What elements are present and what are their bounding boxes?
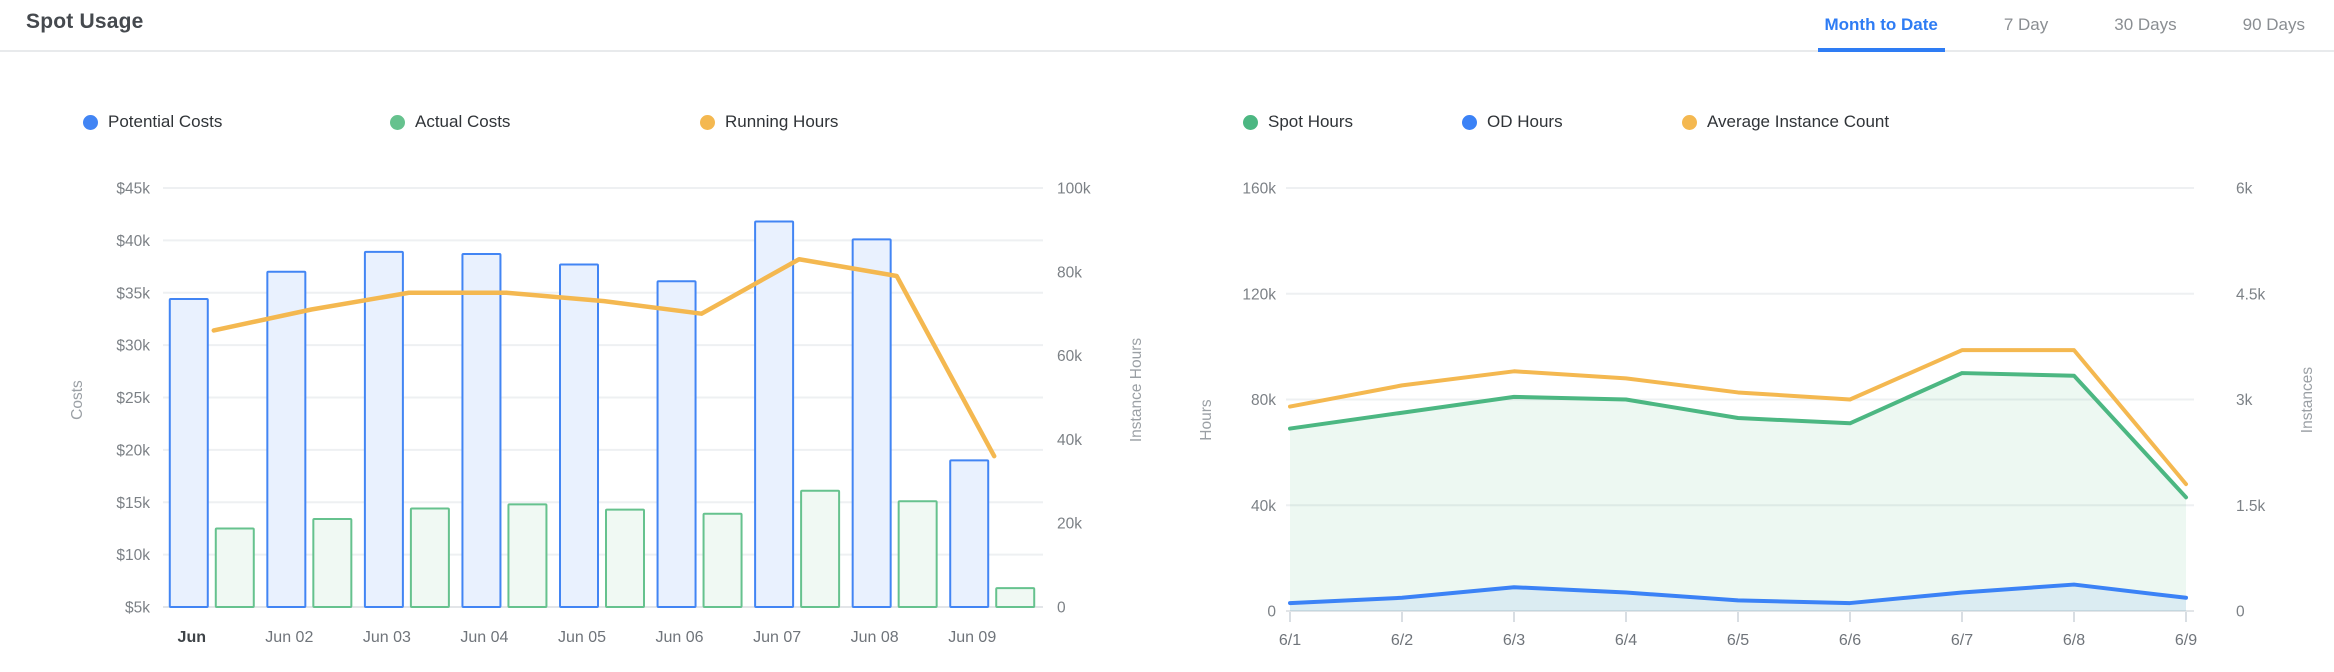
svg-text:0: 0 [1057, 600, 1066, 617]
svg-text:6/5: 6/5 [1727, 632, 1749, 649]
costs-chart-grid [163, 187, 1043, 608]
svg-text:Jun 03: Jun 03 [363, 629, 411, 646]
svg-text:80k: 80k [1251, 392, 1276, 409]
svg-text:6/9: 6/9 [2175, 632, 2197, 649]
svg-text:$30k: $30k [116, 338, 150, 355]
svg-text:$35k: $35k [116, 285, 150, 302]
svg-text:6k: 6k [2236, 181, 2253, 198]
actual-costs-dot-icon [390, 114, 405, 130]
tab-90-days[interactable]: 90 Days [2242, 15, 2305, 34]
svg-text:40k: 40k [1251, 498, 1276, 515]
legend-label-actual-costs: Actual Costs [415, 112, 511, 131]
svg-text:100k: 100k [1057, 181, 1091, 198]
hours-chart-axis-labels: 160k 120k 80k 40k 0 6k 4.5k 3k 1.5k 0 Hours Instanc… [1198, 181, 2316, 621]
svg-text:Jun 08: Jun 08 [851, 629, 899, 646]
svg-text:0: 0 [2236, 604, 2245, 621]
svg-text:Instances: Instances [2299, 367, 2316, 434]
svg-text:Jun 07: Jun 07 [753, 629, 801, 646]
legend-item-spot-hours[interactable]: Spot Hours [1243, 112, 1353, 132]
svg-text:160k: 160k [1242, 181, 1276, 198]
tab-30-days[interactable]: 30 Days [2114, 15, 2177, 34]
legend-label-od-hours: OD Hours [1487, 112, 1563, 131]
svg-text:$45k: $45k [116, 181, 150, 198]
svg-text:$40k: $40k [116, 233, 150, 250]
legend-item-potential-costs[interactable]: Potential Costs [83, 112, 222, 132]
svg-text:Jun 04: Jun 04 [460, 629, 508, 646]
svg-text:$25k: $25k [116, 390, 150, 407]
average-instance-count-line [1288, 348, 2188, 487]
svg-text:20k: 20k [1057, 516, 1082, 533]
svg-text:6/8: 6/8 [2063, 632, 2085, 649]
page-title: Spot Usage [26, 10, 144, 33]
spot-hours-area [1290, 373, 2186, 611]
svg-text:Jun 06: Jun 06 [656, 629, 704, 646]
svg-text:6/1: 6/1 [1279, 632, 1301, 649]
svg-text:4.5k: 4.5k [2236, 286, 2266, 303]
svg-text:40k: 40k [1057, 432, 1082, 449]
svg-text:3k: 3k [2236, 392, 2253, 409]
legend-label-running-hours: Running Hours [725, 112, 839, 131]
svg-text:1.5k: 1.5k [2236, 498, 2266, 515]
legend-label-average-instance-count: Average Instance Count [1707, 112, 1890, 131]
svg-text:$10k: $10k [116, 547, 150, 564]
svg-text:$20k: $20k [116, 442, 150, 459]
actual-costs-bars [214, 489, 1036, 609]
legend-item-od-hours[interactable]: OD Hours [1462, 112, 1563, 132]
running-hours-dot-icon [700, 114, 715, 130]
svg-text:Instance Hours: Instance Hours [1128, 338, 1145, 442]
hours-chart-grid [1286, 187, 2194, 612]
page-header: Spot Usage Month to Date 7 Day 30 Days 9… [0, 0, 2334, 52]
legend-item-average-instance-count[interactable]: Average Instance Count [1682, 112, 1889, 132]
potential-costs-bars [168, 220, 990, 609]
spot-hours-dot-icon [1243, 114, 1258, 130]
svg-text:80k: 80k [1057, 264, 1082, 281]
average-instance-count-dot-icon [1682, 114, 1697, 130]
svg-text:$15k: $15k [116, 495, 150, 512]
hours-chart-x-labels: 6/1 6/2 6/3 6/4 6/5 6/6 6/7 6/8 6/9 [1279, 612, 2197, 649]
costs-chart-axis-labels: $45k $40k $35k $30k $25k $20k $15k $10k $5k 100k 8… [69, 181, 1145, 617]
legend-item-actual-costs[interactable]: Actual Costs [390, 112, 510, 132]
svg-text:6/7: 6/7 [1951, 632, 1973, 649]
legend-label-spot-hours: Spot Hours [1268, 112, 1354, 131]
svg-text:Hours: Hours [1198, 399, 1215, 441]
svg-text:6/4: 6/4 [1615, 632, 1637, 649]
tab-7-day[interactable]: 7 Day [2003, 15, 2049, 34]
svg-text:Jun 05: Jun 05 [558, 629, 606, 646]
running-hours-line [211, 256, 997, 459]
od-hours-dot-icon [1462, 114, 1477, 130]
svg-text:0: 0 [1267, 604, 1276, 621]
svg-text:Jun 09: Jun 09 [948, 629, 996, 646]
svg-text:Jun 02: Jun 02 [265, 629, 313, 646]
legend-label-potential-costs: Potential Costs [108, 112, 223, 131]
svg-text:Jun: Jun [178, 629, 206, 646]
legend-item-running-hours[interactable]: Running Hours [700, 112, 838, 132]
svg-text:60k: 60k [1057, 348, 1082, 365]
svg-text:Costs: Costs [69, 380, 86, 420]
spot-hours-line [1288, 371, 2188, 500]
potential-costs-dot-icon [83, 114, 98, 130]
time-range-tabs: Month to Date 7 Day 30 Days 90 Days [1817, 0, 2311, 52]
svg-text:120k: 120k [1242, 286, 1276, 303]
od-hours-area [1290, 584, 2186, 611]
tab-month-to-date[interactable]: Month to Date [1817, 0, 1946, 52]
svg-text:6/3: 6/3 [1503, 632, 1525, 649]
svg-text:6/6: 6/6 [1839, 632, 1861, 649]
svg-text:$5k: $5k [125, 600, 150, 617]
costs-chart-x-labels: Jun Jun 02 Jun 03 Jun 04 Jun 05 Jun 06 Jun 07 J… [178, 629, 997, 646]
od-hours-line [1288, 582, 2188, 606]
svg-text:6/2: 6/2 [1391, 632, 1413, 649]
